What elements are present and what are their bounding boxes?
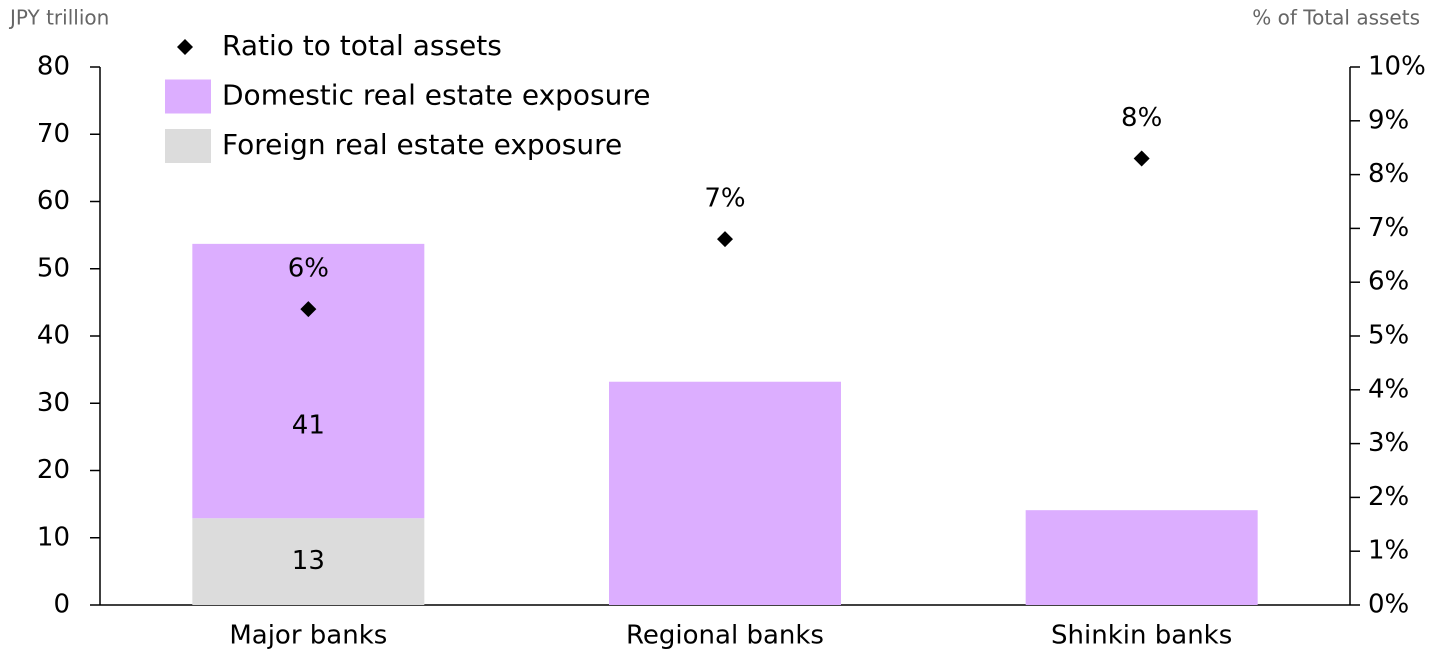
y-tick-label: 60 (37, 186, 70, 216)
legend-label: Domestic real estate exposure (222, 79, 651, 112)
y2-tick-label: 9% (1368, 105, 1409, 135)
legend-swatch (165, 129, 211, 163)
y-tick-label: 30 (37, 388, 70, 418)
y2-tick-label: 8% (1368, 159, 1409, 189)
y-tick-label: 40 (37, 321, 70, 351)
marker (177, 39, 193, 55)
y-tick-label: 20 (37, 455, 70, 485)
bar (192, 518, 425, 605)
legend-label: Ratio to total assets (222, 29, 502, 62)
y2-axis-label: % of Total assets (1252, 6, 1420, 30)
value-label: 8% (1121, 103, 1162, 133)
bar (609, 381, 841, 605)
y-tick-label: 0 (53, 590, 70, 620)
marker (300, 301, 317, 318)
x-tick-label: Regional banks (626, 621, 824, 651)
marker (717, 231, 733, 248)
value-label: 41 (292, 411, 325, 441)
y2-tick-label: 4% (1368, 374, 1409, 404)
y2-tick-label: 0% (1368, 590, 1409, 620)
bar (192, 243, 425, 519)
y-tick-label: 10 (37, 522, 70, 552)
y-tick-label: 80 (37, 52, 70, 82)
y2-tick-label: 6% (1368, 267, 1409, 297)
value-label: 6% (288, 254, 329, 284)
x-tick-label: Major banks (229, 621, 387, 651)
x-tick-label: Shinkin banks (1051, 621, 1232, 651)
y-tick-label: 70 (37, 119, 70, 149)
y-axis-label: JPY trillion (8, 6, 109, 30)
value-label: 7% (704, 184, 745, 214)
legend-label: Foreign real estate exposure (222, 128, 622, 161)
y2-tick-label: 1% (1368, 536, 1409, 566)
y2-tick-label: 10% (1368, 52, 1426, 82)
bar (1025, 510, 1258, 605)
y2-tick-label: 7% (1368, 213, 1409, 243)
y2-tick-label: 3% (1368, 428, 1409, 458)
legend-swatch (165, 79, 211, 114)
y2-tick-label: 5% (1368, 321, 1409, 351)
y2-tick-label: 2% (1368, 482, 1409, 512)
y-tick-label: 50 (37, 253, 70, 283)
value-label: 13 (292, 546, 325, 576)
marker (1133, 150, 1150, 167)
